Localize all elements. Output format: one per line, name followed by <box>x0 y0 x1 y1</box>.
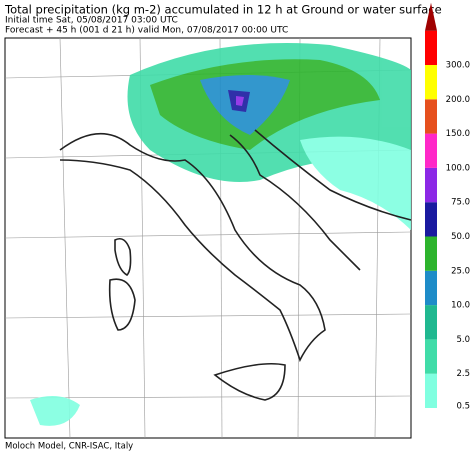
legend-label: 100.0 <box>446 163 470 173</box>
legend-label: 150.0 <box>446 129 470 139</box>
legend-swatch <box>425 373 437 408</box>
legend-arrow <box>425 2 437 31</box>
legend-label: 5.0 <box>456 335 470 345</box>
coastlines <box>59 129 412 401</box>
legend-label: 10.0 <box>451 301 470 311</box>
legend-label: 0.5 <box>456 402 470 412</box>
legend-label: 50.0 <box>451 232 470 242</box>
legend-label: 2.5 <box>456 369 470 379</box>
title: Total precipitation (kg m-2) accumulated… <box>4 3 442 17</box>
legend-label: 300.0 <box>446 61 470 71</box>
footer: Moloch Model, CNR-ISAC, Italy <box>5 442 133 452</box>
legend-label: 25.0 <box>451 266 470 276</box>
legend-swatch <box>425 270 437 306</box>
legend-swatch <box>425 236 437 271</box>
legend-swatch <box>425 30 437 65</box>
legend-swatch <box>425 167 437 203</box>
legend-swatch <box>425 99 437 134</box>
precipitation <box>30 43 411 426</box>
legend-label: 200.0 <box>446 95 470 105</box>
forecast-time: Forecast + 45 h (001 d 21 h) valid Mon, … <box>5 26 288 36</box>
map <box>4 37 412 439</box>
legend-swatch <box>425 133 437 168</box>
legend-swatch <box>425 65 437 100</box>
legend-swatch <box>425 202 437 237</box>
legend-swatch <box>425 305 437 340</box>
legend: 0.5 2.5 5.0 10.0 25.0 50.0 75.0 100.0 150.0 200.0… <box>425 2 470 412</box>
initial-time: Initial time Sat, 05/08/2017 03:00 UTC <box>5 16 178 26</box>
legend-swatch <box>425 339 437 374</box>
legend-label: 75.0 <box>451 198 470 208</box>
